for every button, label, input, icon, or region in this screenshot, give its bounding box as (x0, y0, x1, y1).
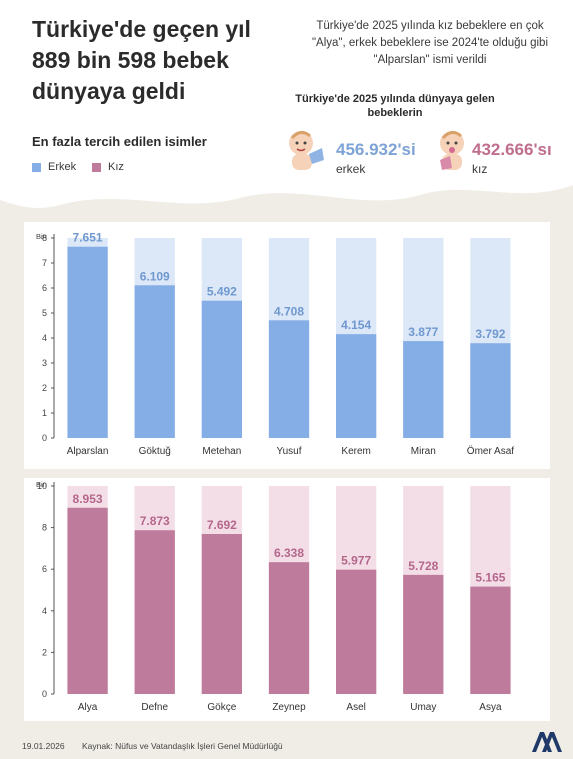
female-category-label: Umay (410, 702, 436, 713)
female-bar-value-label: 5.165 (475, 571, 505, 585)
female-births-count: 432.666'sı (472, 140, 552, 159)
y-tick-label: 1 (42, 408, 47, 418)
female-category-label: Defne (141, 702, 168, 713)
male-bar (268, 320, 310, 438)
female-category-label: Gökçe (207, 702, 236, 713)
female-category-label: Zeynep (272, 702, 306, 713)
female-bar (336, 569, 377, 694)
y-tick-label: 4 (42, 333, 47, 343)
male-category-label: Metehan (202, 446, 241, 457)
female-bar (67, 507, 108, 694)
male-bar (470, 343, 511, 438)
female-category-label: Asya (479, 702, 502, 713)
male-births-label: erkek (336, 162, 366, 176)
y-tick-label: 6 (42, 283, 47, 293)
male-bar (134, 285, 175, 438)
female-bar (201, 534, 242, 694)
female-bar-value-label: 7.692 (207, 518, 237, 532)
legend-label-male: Erkek (48, 161, 77, 173)
male-bar (336, 334, 377, 438)
y-tick-label: 2 (42, 647, 47, 657)
female-bar-value-label: 8.953 (73, 492, 103, 506)
male-category-label: Alparslan (67, 446, 109, 457)
male-category-label: Kerem (341, 446, 370, 457)
legend-label-female: Kız (108, 161, 124, 173)
female-category-label: Alya (78, 702, 98, 713)
male-bar (403, 341, 444, 438)
header-background (0, 0, 573, 208)
male-bar (67, 246, 108, 438)
female-bar-value-label: 6.338 (274, 546, 304, 560)
footer-source: Kaynak: Nüfus ve Vatandaşlık İşleri Gene… (82, 741, 283, 751)
y-tick-label: 6 (42, 564, 47, 574)
y-tick-label: 4 (42, 606, 47, 616)
y-axis-unit-label: Bin (36, 232, 47, 241)
female-bar-value-label: 5.728 (408, 559, 438, 573)
male-category-label: Yusuf (276, 446, 301, 457)
legend-swatch-male (32, 162, 41, 172)
y-tick-label: 7 (42, 258, 47, 268)
y-tick-label: 3 (42, 358, 47, 368)
male-bar (201, 300, 242, 438)
aa-logo (532, 732, 562, 752)
y-tick-label: 2 (42, 383, 47, 393)
legend-item-female: Kız (92, 161, 124, 173)
male-bar-value-label: 5.492 (207, 285, 237, 299)
footer-date: 19.01.2026 (22, 741, 65, 751)
male-bar-value-label: 4.154 (341, 318, 371, 332)
girl-baby-icon (440, 131, 464, 170)
chart-subtitle: En fazla tercih edilen isimler (32, 134, 207, 149)
page-title: Türkiye'de geçen yıl 889 bin 598 bebek d… (32, 16, 251, 104)
legend-item-male: Erkek (32, 161, 76, 173)
female-births-label: kız (472, 162, 488, 176)
y-tick-label: 5 (42, 308, 47, 318)
male-bar-value-label: 4.708 (274, 304, 304, 318)
male-bar-value-label: 7.651 (73, 231, 103, 245)
female-bar (268, 562, 310, 694)
male-births-count: 456.932'si (336, 140, 416, 159)
male-category-label: Miran (411, 446, 436, 457)
male-bar-value-label: 3.792 (475, 327, 505, 341)
y-tick-label: 0 (42, 689, 47, 699)
y-tick-label: 10 (37, 481, 47, 491)
y-tick-label: 8 (42, 233, 47, 243)
y-tick-label: 0 (42, 433, 47, 443)
male-category-label: Göktuğ (139, 446, 171, 457)
female-bar-value-label: 5.977 (341, 554, 371, 568)
y-axis-unit-label: Bin (36, 480, 47, 489)
y-tick-label: 8 (42, 523, 47, 533)
legend-swatch-female (92, 162, 101, 172)
boy-baby-icon (289, 131, 324, 170)
female-bar (470, 586, 511, 694)
male-bar-value-label: 6.109 (140, 269, 170, 283)
male-bar-value-label: 3.877 (408, 325, 438, 339)
male-category-label: Ömer Asaf (467, 445, 514, 457)
female-bar-value-label: 7.873 (140, 514, 170, 528)
female-category-label: Asel (346, 702, 365, 713)
births-title: Türkiye'de 2025 yılında dünyaya gelen be… (295, 93, 495, 119)
female-bar (403, 574, 444, 694)
intro-text: Türkiye'de 2025 yılında kız bebeklere en… (311, 20, 549, 66)
female-bar (134, 530, 175, 694)
